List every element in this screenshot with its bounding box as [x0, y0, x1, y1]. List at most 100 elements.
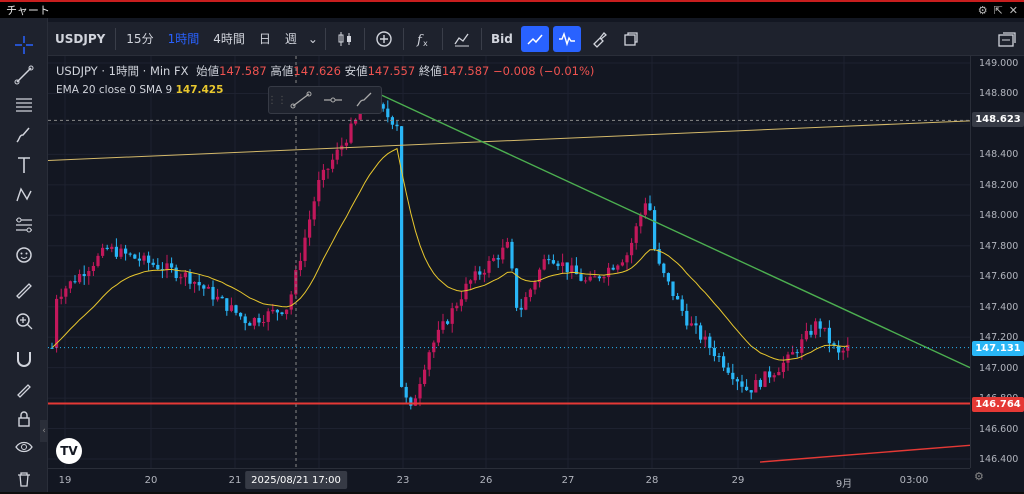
candle-body	[625, 255, 629, 263]
candle-body	[156, 264, 160, 270]
candle-body	[781, 362, 785, 372]
interval-day[interactable]: 日	[258, 32, 271, 46]
interval-1h[interactable]: 1時間	[167, 32, 200, 46]
interval-15m[interactable]: 15分	[126, 32, 154, 46]
forecast-icon[interactable]	[9, 210, 39, 240]
popout-icon[interactable]: ⇱	[993, 3, 1003, 17]
candle-body	[225, 298, 229, 311]
brush-icon[interactable]	[9, 120, 39, 150]
ema-legend[interactable]: EMA 20 close 0 SMA 9 147.425	[56, 84, 223, 96]
open-value: 147.587	[219, 64, 267, 78]
brush-tool-icon[interactable]	[349, 87, 381, 113]
candle-body	[515, 268, 519, 308]
candle-body	[846, 344, 850, 351]
emoji-icon[interactable]	[9, 240, 39, 270]
candle-body	[55, 298, 59, 348]
candle-body	[87, 270, 91, 277]
symbol-button[interactable]: USDJPY	[55, 31, 106, 46]
price-tick: 149.000	[979, 58, 1019, 69]
candle-body	[487, 260, 491, 273]
settings-gear-icon[interactable]: ⚙	[974, 470, 984, 483]
candle-body	[197, 281, 201, 286]
candle-body	[436, 329, 440, 343]
svg-text:x: x	[423, 39, 428, 48]
candle-body	[542, 259, 546, 270]
candle-body	[294, 270, 298, 295]
add-compare-icon[interactable]	[370, 26, 398, 52]
ema-label: EMA 20 close 0 SMA 9	[56, 84, 173, 96]
candle-body	[321, 169, 325, 181]
candle-body	[151, 262, 155, 265]
resistance-line	[48, 120, 970, 161]
candle-body	[344, 142, 348, 146]
magnet-icon[interactable]	[9, 344, 39, 374]
time-tick: 29	[731, 475, 745, 486]
candle-body	[50, 347, 54, 349]
candle-body	[772, 375, 776, 378]
fib-icon[interactable]	[9, 90, 39, 120]
price-chart[interactable]	[48, 56, 970, 468]
candle-body	[211, 286, 215, 300]
candle-body	[634, 226, 638, 243]
candle-body	[574, 265, 578, 275]
time-axis[interactable]: 19 20 21 23 26 27 28 29 9月 03:00 2025/08…	[48, 468, 970, 492]
zoom-icon[interactable]	[9, 306, 39, 336]
text-icon[interactable]	[9, 150, 39, 180]
pattern-icon[interactable]	[9, 180, 39, 210]
clean-icon[interactable]	[585, 26, 613, 52]
crosshair-icon[interactable]	[9, 30, 39, 60]
candle-body	[630, 242, 634, 256]
lock-icon[interactable]	[9, 404, 39, 434]
templates-icon[interactable]	[448, 26, 476, 52]
line-tool-icon[interactable]	[520, 25, 549, 52]
candle-body	[64, 288, 68, 297]
candle-body	[538, 269, 542, 283]
interval-week[interactable]: 週	[284, 32, 297, 46]
candle-body	[262, 321, 266, 323]
candle-body	[547, 259, 551, 261]
trash-icon[interactable]	[9, 464, 39, 494]
close-value: 147.587	[441, 64, 490, 78]
price-axis[interactable]: 149.000 148.800 148.600 148.400 148.200 …	[970, 56, 1024, 468]
divider	[115, 27, 117, 50]
candle-body	[731, 372, 735, 380]
interval-4h[interactable]: 4時間	[213, 32, 245, 46]
price-tick: 147.600	[979, 271, 1019, 282]
candles-icon[interactable]	[331, 26, 359, 52]
collapse-toolbar-icon[interactable]: ‹	[40, 420, 48, 442]
close-icon[interactable]: ✕	[1008, 3, 1018, 17]
candle-body	[814, 321, 818, 335]
trendline-icon[interactable]	[9, 60, 39, 90]
ruler-icon[interactable]	[9, 276, 39, 306]
candle-body	[390, 117, 394, 125]
layout-icon[interactable]	[617, 26, 645, 52]
screenshot-icon[interactable]	[994, 26, 1022, 52]
time-tick: 28	[645, 475, 659, 486]
wave-tool-icon[interactable]	[552, 25, 581, 52]
chevron-down-icon[interactable]: ⌄	[307, 31, 318, 46]
candle-body	[354, 119, 358, 124]
candle-body	[91, 265, 95, 271]
candle-body	[234, 305, 238, 313]
high-value: 147.626	[293, 64, 341, 78]
drag-handle-icon[interactable]: ⋮⋮	[267, 94, 287, 106]
lock-drawing-icon[interactable]	[9, 374, 39, 404]
candle-body	[400, 126, 404, 387]
line-style-icon[interactable]	[285, 87, 317, 113]
horizontal-line-icon[interactable]	[317, 87, 349, 113]
eye-icon[interactable]	[9, 432, 39, 462]
price-tick: 147.800	[979, 241, 1019, 252]
candle-body	[800, 339, 804, 353]
candle-body	[114, 246, 118, 257]
candle-body	[689, 323, 693, 326]
candle-body	[239, 312, 243, 317]
candle-body	[763, 371, 767, 387]
candle-body	[248, 323, 252, 326]
candle-body	[386, 108, 390, 118]
candle-body	[188, 272, 192, 284]
bid-button[interactable]: Bid	[490, 31, 513, 46]
settings-icon[interactable]: ⚙	[977, 3, 988, 17]
low-label: 安値	[344, 64, 368, 78]
chart-area[interactable]	[48, 56, 970, 468]
